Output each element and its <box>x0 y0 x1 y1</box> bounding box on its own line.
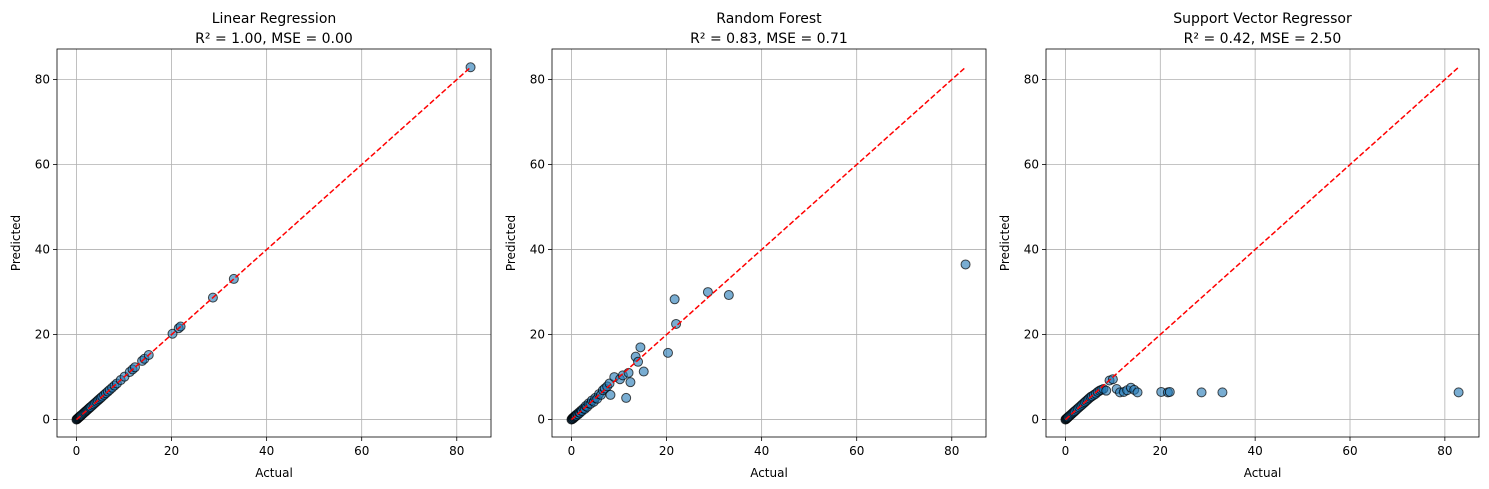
y-tick-label: 60 <box>1024 158 1039 172</box>
axes-frame <box>56 48 492 438</box>
scatter-point <box>671 318 682 329</box>
x-tick-label: 80 <box>1437 444 1452 458</box>
scatter-point <box>1101 385 1112 396</box>
scatter-point <box>723 290 734 301</box>
scatter-point <box>960 259 971 270</box>
x-tick-label: 60 <box>354 444 369 458</box>
chart-subtitle-metrics: R² = 0.83, MSE = 0.71 <box>690 31 848 47</box>
y-axis-label: Predicted <box>9 215 23 271</box>
x-tick-label: 80 <box>944 444 959 458</box>
scatter-point <box>702 287 713 298</box>
chart-title: Random Forest <box>716 11 822 27</box>
y-tick-label: 20 <box>35 328 50 342</box>
y-tick-label: 80 <box>1024 73 1039 87</box>
y-tick-label: 40 <box>530 243 545 257</box>
scatter-point <box>635 342 646 353</box>
x-tick-label: 60 <box>849 444 864 458</box>
ideal-fit-line <box>570 67 966 421</box>
scatter-point <box>1196 387 1207 398</box>
axes-frame <box>551 48 987 438</box>
scatter-point <box>638 366 649 377</box>
x-tick-label: 40 <box>754 444 769 458</box>
scatter-point <box>1164 386 1175 397</box>
scatter-point <box>625 377 636 388</box>
x-tick-label: 20 <box>1153 444 1168 458</box>
scatter-point <box>633 356 644 367</box>
y-tick-label: 20 <box>1024 328 1039 342</box>
ideal-fit-line <box>1064 67 1459 421</box>
y-tick-label: 0 <box>1031 413 1039 427</box>
x-tick-label: 40 <box>1248 444 1263 458</box>
scatter-point <box>662 347 673 358</box>
y-tick-label: 20 <box>530 328 545 342</box>
chart-title: Support Vector Regressor <box>1173 11 1352 27</box>
subplot-support-vector-regressor: 0 20 40 60 80 0 20 40 60 80 Support Vector Regress… <box>998 11 1480 480</box>
x-axis-label: Actual <box>1244 466 1282 480</box>
x-tick-label: 20 <box>164 444 179 458</box>
x-tick-label: 0 <box>1062 444 1070 458</box>
x-tick-label: 0 <box>568 444 576 458</box>
chart-title: Linear Regression <box>212 11 337 27</box>
scatter-point <box>1132 387 1143 398</box>
x-tick-label: 60 <box>1342 444 1357 458</box>
y-tick-label: 80 <box>35 73 50 87</box>
y-axis-label: Predicted <box>504 215 518 271</box>
x-tick-label: 0 <box>73 444 81 458</box>
y-tick-label: 40 <box>1024 243 1039 257</box>
chart-subtitle-metrics: R² = 1.00, MSE = 0.00 <box>195 31 353 47</box>
y-tick-label: 60 <box>35 158 50 172</box>
y-axis-label: Predicted <box>998 215 1012 271</box>
y-tick-label: 80 <box>530 73 545 87</box>
scatter-point <box>1453 387 1464 398</box>
x-axis-label: Actual <box>255 466 293 480</box>
y-tick-label: 0 <box>42 413 50 427</box>
scatter-point <box>621 392 632 403</box>
subplot-random-forest: 0 20 40 60 80 0 20 40 60 80 Random Forest R² = 0.83… <box>504 11 987 480</box>
x-axis-label: Actual <box>750 466 788 480</box>
axes-frame <box>1045 48 1480 438</box>
y-tick-label: 0 <box>537 413 545 427</box>
y-tick-label: 60 <box>530 158 545 172</box>
scatter-point <box>669 294 680 305</box>
y-tick-label: 40 <box>35 243 50 257</box>
scatter-point <box>1217 387 1228 398</box>
scatter-point <box>623 367 634 378</box>
x-tick-label: 80 <box>449 444 464 458</box>
subplot-linear-regression: 0 20 40 60 80 0 20 40 60 80 Linear Regression R² = … <box>9 11 492 480</box>
chart-subtitle-metrics: R² = 0.42, MSE = 2.50 <box>1184 31 1342 47</box>
scatter-point <box>1107 374 1118 385</box>
ideal-fit-line <box>75 67 471 421</box>
x-tick-label: 20 <box>659 444 674 458</box>
x-tick-label: 40 <box>259 444 274 458</box>
scatter-point <box>605 389 616 400</box>
